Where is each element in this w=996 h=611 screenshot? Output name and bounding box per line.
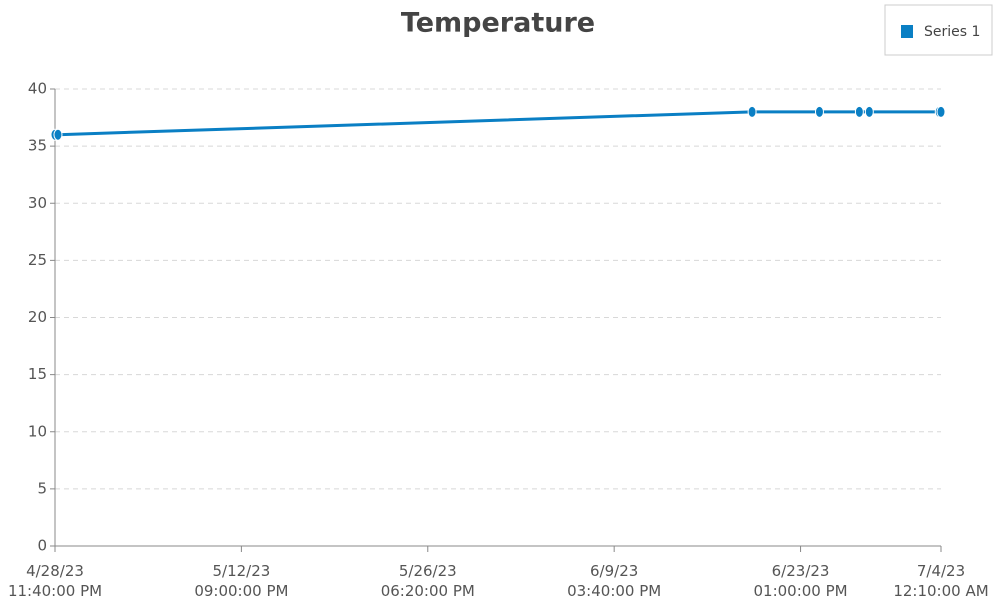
y-tick-label: 30 [28,194,47,212]
x-tick-label: 5/12/23 09:00:00 PM [194,562,288,600]
y-tick-label: 40 [28,80,47,98]
x-tick-label: 6/23/23 01:00:00 PM [753,562,847,600]
point [814,105,824,118]
legend-label: Series 1 [924,24,980,40]
point [854,105,864,118]
x-tick-label: 5/26/23 06:20:00 PM [381,562,475,600]
legend-swatch [901,25,913,38]
point [747,105,757,118]
point [53,128,63,141]
point [864,105,874,118]
y-tick-label: 10 [28,422,47,440]
x-tick-label: 7/4/23 12:10:00 AM [893,562,988,600]
x-tick-label: 4/28/23 11:40:00 PM [8,562,102,600]
y-tick-label: 20 [28,308,47,326]
y-tick-label: 25 [28,251,47,269]
chart-title: Temperature [401,8,595,39]
y-tick-label: 5 [37,479,47,497]
y-tick-label: 0 [37,537,47,555]
series-line [55,110,941,137]
y-tick-label: 35 [28,137,47,155]
x-tick-label: 6/9/23 03:40:00 PM [567,562,661,600]
y-tick-label: 15 [28,365,47,383]
point [936,105,946,118]
